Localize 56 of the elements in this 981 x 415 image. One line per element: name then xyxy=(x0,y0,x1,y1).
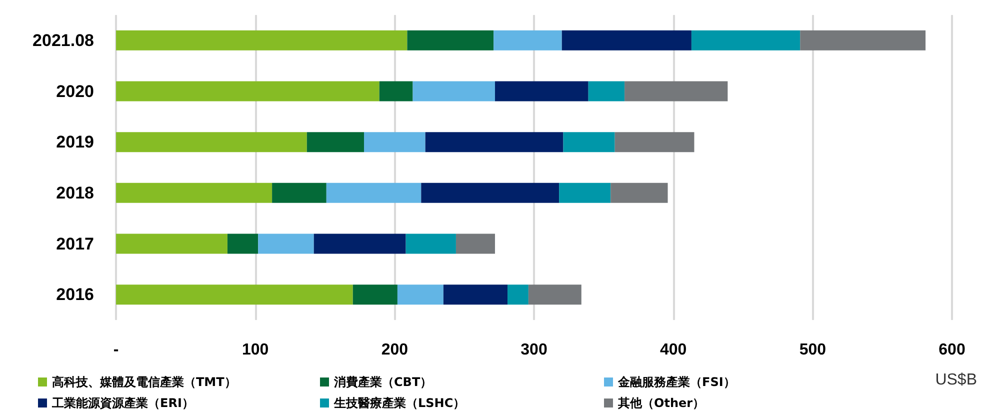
bar xyxy=(800,30,926,50)
bar xyxy=(379,81,413,102)
y-tick-label: 2018 xyxy=(56,183,94,202)
bar xyxy=(412,81,495,102)
x-tick-label: 600 xyxy=(938,342,966,358)
bar xyxy=(610,182,668,203)
bar xyxy=(559,182,611,203)
x-tick-label: 100 xyxy=(242,342,269,358)
legend-label: 高科技、媒體及電信產業（TMT） xyxy=(52,375,236,389)
legend-label: 金融服務產業（FSI） xyxy=(617,375,736,389)
bar xyxy=(508,284,528,305)
bar xyxy=(421,182,560,203)
legend-label: 生技醫療產業（LSHC） xyxy=(333,396,466,410)
legend-label: 其他（Other） xyxy=(617,396,705,410)
legend-label: 消費產業（CBT） xyxy=(333,375,432,389)
y-tick-label: 2020 xyxy=(56,82,94,101)
x-tick-label: 400 xyxy=(660,342,687,358)
bar xyxy=(272,182,326,203)
x-tick-label: 300 xyxy=(520,342,548,358)
x-tick-label: - xyxy=(113,342,119,358)
bar xyxy=(306,132,364,152)
bar xyxy=(116,81,380,102)
bar xyxy=(691,30,800,50)
y-tick-label: 2016 xyxy=(56,285,94,304)
x-tick-label: 200 xyxy=(381,342,408,358)
bar xyxy=(407,30,494,50)
bar xyxy=(227,234,258,254)
legend-label: 工業能源資源產業（ERI） xyxy=(51,396,194,410)
bar xyxy=(116,284,353,305)
bar xyxy=(326,182,422,203)
bar xyxy=(494,30,562,50)
bar xyxy=(443,284,508,305)
bar xyxy=(314,234,406,254)
bar xyxy=(258,234,314,254)
bar xyxy=(406,234,456,254)
bar xyxy=(588,81,625,102)
bar xyxy=(364,132,426,152)
bar xyxy=(352,284,398,305)
y-tick-label: 2021.08 xyxy=(32,30,94,50)
x-axis-title: US$B xyxy=(935,372,977,388)
bar xyxy=(116,132,307,152)
y-tick-label: 2019 xyxy=(56,132,94,152)
bar xyxy=(456,234,495,254)
bar xyxy=(624,81,728,102)
bar xyxy=(397,284,444,305)
bar xyxy=(563,132,615,152)
bar xyxy=(614,132,694,152)
bar xyxy=(116,234,228,254)
y-tick-label: 2017 xyxy=(56,234,94,254)
bar xyxy=(425,132,564,152)
bar xyxy=(116,30,408,50)
bar xyxy=(116,182,272,203)
x-tick-label: 500 xyxy=(799,342,826,358)
bar xyxy=(528,284,582,305)
bar xyxy=(494,81,588,102)
bar xyxy=(562,30,692,50)
